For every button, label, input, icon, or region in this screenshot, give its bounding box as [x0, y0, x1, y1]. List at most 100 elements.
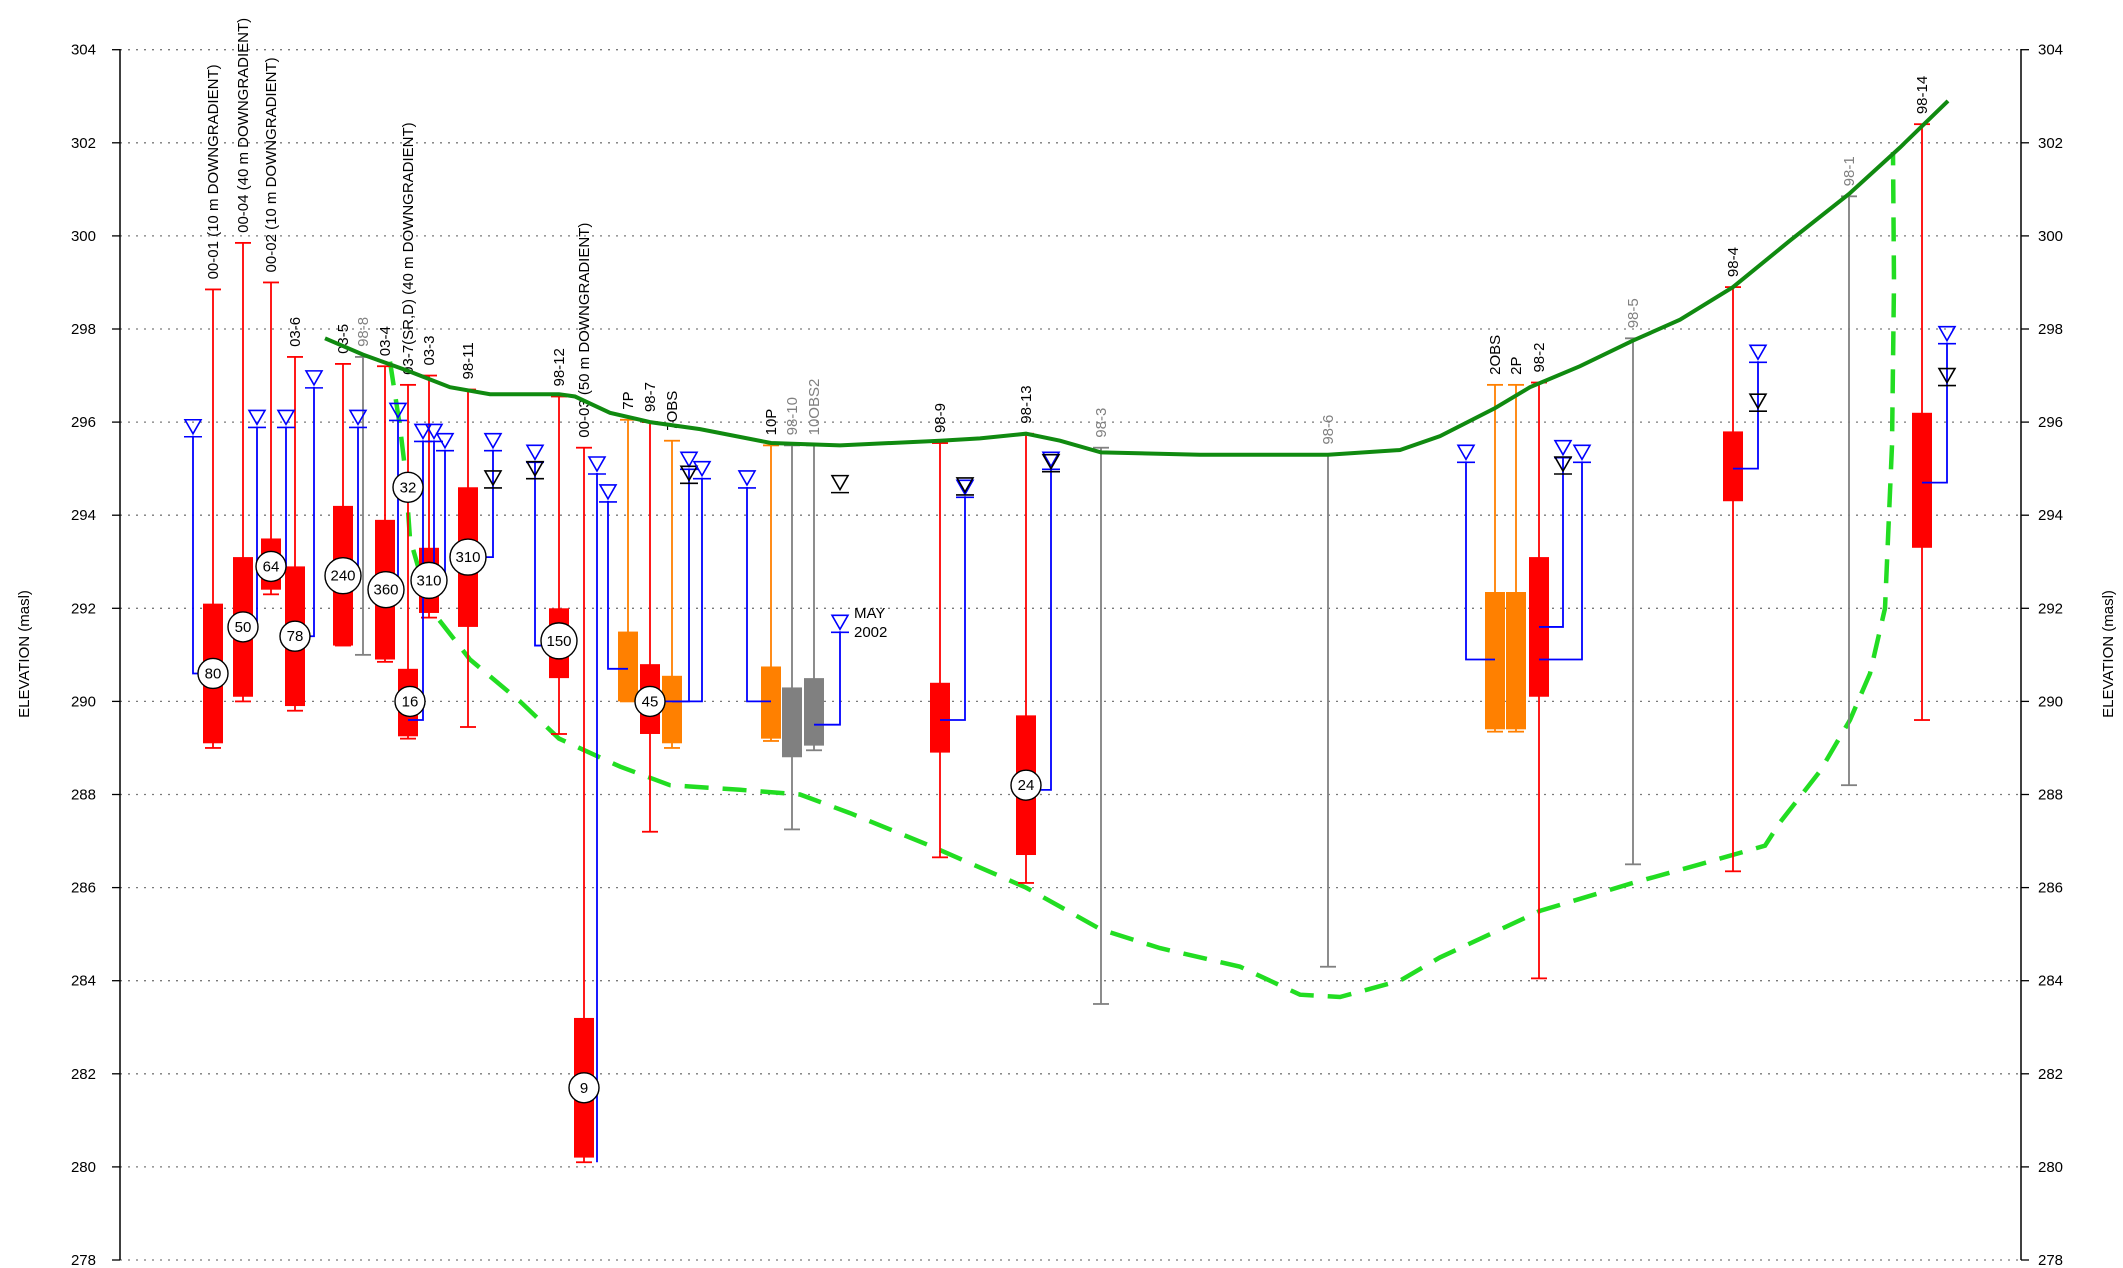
concentration-marker: 310 [410, 561, 448, 600]
concentration-marker: 80 [197, 657, 229, 690]
well-label: 98-2 [1531, 343, 1548, 373]
well-label: 03-7(SR,D) (40 m DOWNGRADIENT) [400, 122, 417, 375]
well-label: 2P [1508, 357, 1525, 375]
water-level-marker [276, 409, 296, 427]
well-screen [662, 675, 682, 744]
well-label: 98-8 [355, 317, 372, 347]
concentration-circle [449, 538, 487, 576]
gridlines: 304 304 302 302 300 300 298 298 296 296 294 294 292 2… [71, 42, 2063, 1268]
left-tick-label: 288 [71, 787, 96, 804]
water-level-marker [692, 460, 712, 478]
left-tick-label: 298 [71, 321, 96, 338]
well-label: 00-04 (40 m DOWNGRADIENT) [235, 18, 252, 233]
piezometer-pipe [607, 500, 628, 670]
well: 03-7(SR,D) (40 m DOWNGRADIENT) [398, 122, 418, 740]
left-tick-label: 278 [71, 1252, 96, 1268]
well-screen [804, 678, 824, 746]
well-screen [1912, 412, 1932, 548]
well-label: 10OBS2 [806, 379, 823, 436]
well-label: 10P [763, 409, 780, 436]
concentration-circle [197, 657, 229, 690]
left-tick-label: 304 [71, 42, 96, 59]
well: 98-1 [1841, 156, 1858, 787]
concentration-labels: 80 50 64 78 240 360 32 16 310 310 150 9 45 24 [197, 471, 1042, 1104]
well: 98-12 [549, 348, 569, 735]
concentration-marker: 240 [324, 557, 362, 595]
well-label: 98-6 [1320, 415, 1337, 445]
well: 2P [1506, 357, 1526, 733]
bedrock-surface-line [387, 152, 1897, 1000]
water-level-marker [679, 451, 699, 468]
right-tick-label: 288 [2038, 787, 2063, 804]
well-label: 03-3 [421, 336, 438, 366]
concentration-marker: 45 [634, 685, 666, 718]
ground-surface-line [324, 99, 1950, 457]
well: 03-5 [333, 324, 353, 647]
right-tick-label: 282 [2038, 1066, 2063, 1083]
piezometer-pipe [1539, 461, 1583, 661]
concentration-circle [279, 620, 311, 652]
water-level-marker [1553, 456, 1573, 473]
well-screen [782, 687, 802, 758]
water-level-marker [1572, 444, 1592, 461]
left-tick-label: 294 [71, 507, 96, 524]
well-label: 03-6 [287, 317, 304, 347]
concentration-marker: 78 [279, 620, 311, 652]
well-screen [1506, 592, 1526, 730]
concentration-marker: 9 [568, 1072, 600, 1104]
concentration-value: 50 [235, 619, 252, 636]
well: 98-9 [930, 403, 950, 859]
water-level-marker [587, 456, 607, 473]
right-tick-label: 280 [2038, 1159, 2063, 1176]
piezometers [192, 342, 1948, 1163]
well: 98-13 [1016, 385, 1036, 884]
piezometer-pipe [408, 440, 424, 721]
well: 98-2 [1529, 343, 1549, 980]
left-tick-label: 280 [71, 1159, 96, 1176]
piezometer-pipe [1539, 456, 1564, 628]
concentration-value: 78 [287, 628, 304, 645]
concentration-value: 150 [546, 633, 571, 650]
concentration-marker: 360 [367, 570, 405, 609]
piezometer-pipe [940, 496, 966, 721]
well-label: 7OBS [664, 391, 681, 431]
water-level-marker [1041, 453, 1061, 471]
annotation-month: MAY [854, 605, 885, 622]
concentration-circle [634, 685, 666, 718]
well-screen [1723, 431, 1743, 502]
well-screen [930, 682, 950, 753]
right-tick-label: 298 [2038, 321, 2063, 338]
water-level-marker [348, 409, 368, 427]
concentration-value: 16 [402, 693, 419, 710]
well-label: 98-10 [784, 397, 801, 435]
left-tick-label: 286 [71, 880, 96, 897]
well-label: 98-14 [1914, 76, 1931, 114]
left-tick-label: 290 [71, 693, 96, 710]
well-screen [1485, 592, 1505, 730]
right-tick-label: 284 [2038, 973, 2063, 990]
right-axis-title: ELEVATION (masl) [2100, 590, 2117, 718]
piezometer-pipe [1733, 361, 1759, 470]
water-level-marker [424, 423, 444, 441]
well-label: 98-12 [551, 348, 568, 386]
well: 10OBS2 [804, 379, 824, 752]
well: 98-14 [1912, 76, 1932, 721]
concentration-marker: 16 [394, 685, 426, 718]
right-tick-label: 290 [2038, 693, 2063, 710]
well-label: 98-9 [932, 403, 949, 433]
concentration-marker: 310 [449, 538, 487, 576]
water-level-marker [1748, 344, 1768, 361]
well: 98-8 [355, 317, 372, 656]
well: 00-04 (40 m DOWNGRADIENT) [233, 18, 253, 703]
well-screen [618, 631, 638, 702]
well-label: 98-5 [1625, 298, 1642, 328]
piezometer-pipe [746, 486, 771, 703]
right-tick-label: 294 [2038, 507, 2063, 524]
right-tick-label: 304 [2038, 42, 2063, 59]
well-label: 98-4 [1725, 247, 1742, 277]
concentration-value: 45 [642, 693, 659, 710]
water-level-marker [435, 432, 455, 450]
water-level-marker [1553, 439, 1573, 457]
right-tick-label: 302 [2038, 135, 2063, 152]
